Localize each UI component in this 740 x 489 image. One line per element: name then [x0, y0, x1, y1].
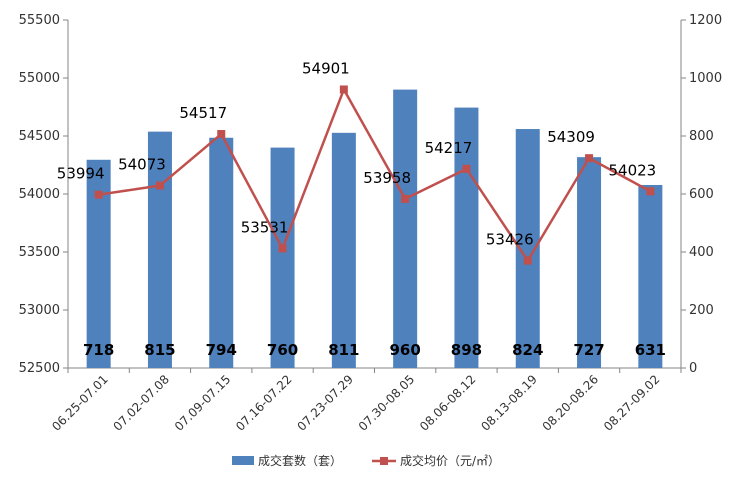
x-category-label: 07.02-07.08	[111, 372, 173, 434]
x-category-label: 08.13-08.19	[478, 372, 540, 434]
bar-07.30-08.05	[393, 89, 418, 368]
y-left-tick-label: 54000	[19, 187, 60, 202]
y-left-tick-label: 54500	[19, 129, 60, 144]
y-left-tick-label: 55500	[19, 13, 60, 28]
price-point-08.27-09.02	[646, 187, 655, 196]
y-left-tick-label: 53000	[19, 303, 60, 318]
price-value-label: 53958	[363, 169, 411, 187]
bar-value-label: 631	[635, 341, 666, 359]
price-point-06.25-07.01	[94, 190, 103, 199]
bar-value-label: 811	[328, 341, 359, 359]
y-left-tick-label: 52500	[19, 361, 60, 376]
y-right-tick-label: 1000	[689, 71, 722, 86]
bar-07.09-07.15	[209, 137, 234, 368]
price-value-label: 54309	[547, 128, 595, 146]
x-category-label: 07.16-07.22	[233, 372, 295, 434]
legend-bar-swatch	[232, 456, 254, 465]
price-value-label: 53994	[57, 165, 105, 183]
x-category-label: 07.23-07.29	[294, 372, 356, 434]
bar-value-label: 898	[451, 341, 482, 359]
y-left-tick-label: 53500	[19, 245, 60, 260]
price-point-07.16-07.22	[278, 244, 287, 253]
bar-value-label: 727	[573, 341, 604, 359]
y-right-tick-label: 1200	[689, 13, 722, 28]
price-value-label: 54901	[302, 59, 350, 77]
price-point-07.30-08.05	[401, 194, 410, 203]
y-left-tick-label: 55000	[19, 71, 60, 86]
bar-08.27-09.02	[638, 185, 663, 368]
price-value-label: 54217	[425, 139, 473, 157]
legend-line-label: 成交均价（元/㎡）	[400, 453, 500, 468]
x-category-label: 07.09-07.15	[172, 372, 234, 434]
price-value-label: 54073	[118, 156, 166, 174]
x-category-label: 06.25-07.01	[49, 372, 111, 434]
price-value-label: 53531	[241, 218, 289, 236]
price-point-07.09-07.15	[217, 130, 226, 139]
bar-07.02-07.08	[147, 131, 172, 368]
bar-value-label: 794	[206, 341, 237, 359]
price-value-label: 54517	[179, 104, 227, 122]
x-category-label: 08.27-09.02	[601, 372, 663, 434]
y-right-tick-label: 200	[689, 303, 714, 318]
bar-07.16-07.22	[270, 147, 295, 368]
x-category-label: 08.20-08.26	[540, 372, 602, 434]
x-category-label: 08.06-08.12	[417, 372, 479, 434]
bar-value-label: 718	[83, 341, 114, 359]
price-point-07.02-07.08	[155, 181, 164, 190]
bar-07.23-07.29	[331, 132, 356, 368]
price-value-label: 53426	[486, 231, 534, 249]
price-point-08.13-08.19	[523, 256, 532, 265]
x-category-label: 07.30-08.05	[356, 372, 418, 434]
y-right-tick-label: 800	[689, 129, 714, 144]
bar-value-label: 815	[144, 341, 175, 359]
price-point-08.20-08.26	[585, 154, 594, 163]
bar-value-label: 960	[389, 341, 420, 359]
price-line	[98, 86, 651, 263]
price-point-07.23-07.29	[339, 85, 348, 94]
bar-08.06-08.12	[454, 107, 479, 368]
price-point-08.06-08.12	[462, 164, 471, 173]
y-right-tick-label: 600	[689, 187, 714, 202]
y-right-tick-label: 400	[689, 245, 714, 260]
legend-bar-label: 成交套数（套）	[258, 453, 342, 468]
y-right-tick-label: 0	[689, 361, 697, 376]
price-value-label: 54023	[608, 161, 656, 179]
bar-value-label: 824	[512, 341, 543, 359]
bar-08.20-08.26	[577, 157, 602, 368]
legend-line-marker	[380, 457, 388, 465]
bar-value-label: 760	[267, 341, 298, 359]
